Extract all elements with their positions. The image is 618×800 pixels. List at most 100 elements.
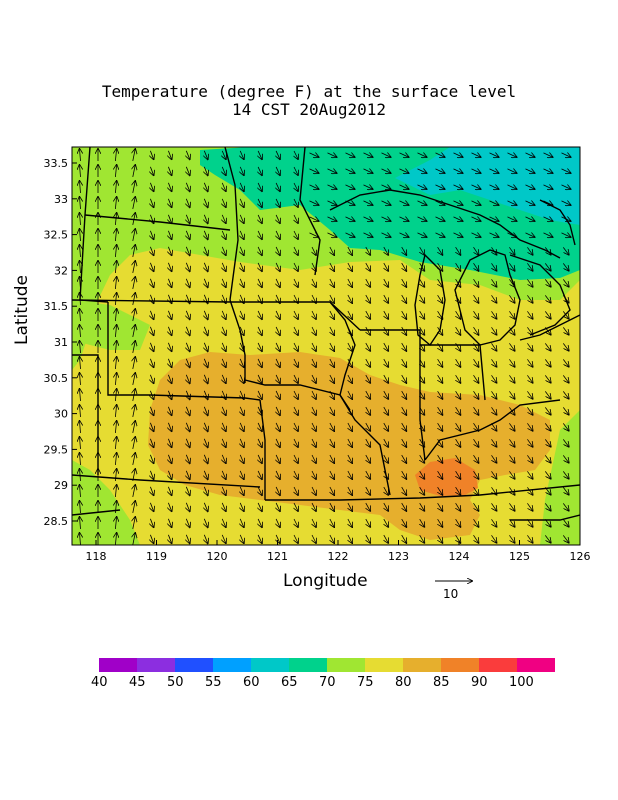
wind-arrow (366, 374, 370, 383)
map-title: Temperature (degree F) at the surface le… (101, 82, 517, 101)
wind-arrow (204, 230, 207, 239)
wind-arrow (384, 246, 388, 255)
wind-arrow (168, 262, 171, 271)
wind-arrow (527, 391, 532, 398)
wind-arrow (562, 407, 568, 414)
wind-arrow (240, 422, 244, 431)
wind-arrow (562, 263, 568, 270)
wind-arrow (491, 407, 497, 414)
wind-arrow (402, 390, 407, 399)
wind-arrow (543, 201, 553, 205)
wind-arrow (473, 358, 479, 367)
wind-arrow (527, 327, 532, 334)
wind-arrow (491, 423, 497, 430)
wind-arrow (456, 326, 461, 335)
wind-arrow (509, 343, 514, 350)
wind-arrow (186, 454, 189, 463)
wind-arrow (402, 534, 407, 543)
wind-arrow (80, 341, 81, 354)
wind-arrow (438, 486, 443, 495)
wind-arrow (417, 185, 427, 189)
wind-arrow (133, 261, 135, 273)
wind-arrow (150, 198, 153, 207)
wind-arrow (453, 169, 463, 173)
wind-arrow (420, 310, 425, 319)
wind-arrow (438, 470, 443, 479)
wind-arrow (345, 217, 355, 221)
wind-arrow (327, 217, 337, 221)
colorbar-label: 70 (319, 675, 336, 690)
wind-arrow (348, 294, 352, 303)
wind-arrow (473, 438, 479, 447)
wind-arrow (384, 326, 388, 335)
wind-arrow (276, 294, 280, 303)
wind-arrow (258, 454, 262, 463)
wind-arrow (438, 358, 443, 367)
wind-arrow (330, 278, 334, 287)
wind-arrow (527, 503, 532, 510)
wind-arrow (438, 518, 443, 527)
wind-arrow (276, 310, 280, 319)
wind-arrow (133, 373, 135, 385)
wind-arrow (240, 278, 244, 287)
wind-arrow (150, 294, 153, 303)
wind-arrow (240, 390, 244, 399)
wind-arrow (222, 518, 226, 527)
wind-arrow (491, 279, 497, 286)
wind-arrow (562, 391, 568, 398)
wind-arrow (115, 261, 116, 274)
wind-arrow (330, 518, 334, 527)
wind-arrow (312, 358, 316, 367)
wind-arrow (294, 246, 298, 255)
wind-arrow (544, 359, 550, 366)
wind-arrow (258, 406, 262, 415)
wind-arrow (240, 534, 244, 543)
wind-arrow (527, 375, 532, 382)
wind-vectors (80, 149, 571, 545)
wind-arrow (473, 470, 479, 479)
wind-arrow (186, 310, 189, 319)
wind-arrow (80, 533, 81, 545)
wind-arrow (150, 422, 153, 431)
wind-arrow (240, 182, 244, 191)
wind-arrow (294, 278, 298, 287)
wind-arrow (240, 230, 244, 239)
wind-arrow (330, 406, 334, 415)
wind-arrow (438, 310, 443, 319)
wind-arrow (204, 198, 207, 207)
wind-arrow (258, 534, 262, 543)
wind-arrow (133, 485, 135, 497)
wind-arrow (384, 518, 388, 527)
wind-arrow (381, 169, 391, 173)
wind-arrow (150, 182, 153, 191)
wind-arrow (186, 486, 189, 495)
wind-arrow (294, 198, 298, 207)
wind-arrow (438, 342, 443, 351)
wind-arrow (80, 405, 81, 418)
wind-arrow (345, 153, 355, 157)
wind-arrow (438, 390, 443, 399)
wind-arrow (115, 293, 116, 306)
wind-arrow (80, 485, 81, 498)
wind-arrow (276, 182, 280, 191)
wind-arrow (456, 374, 461, 383)
y-tick-label: 29 (54, 479, 68, 492)
wind-arrow (473, 486, 479, 495)
wind-arrow (222, 454, 226, 463)
wind-arrow (312, 326, 316, 335)
wind-arrow (330, 534, 334, 543)
colorbar-label: 90 (471, 675, 488, 690)
wind-arrow (543, 185, 553, 189)
x-tick-label: 122 (328, 550, 349, 563)
wind-arrow (348, 310, 352, 319)
wind-arrow (562, 487, 568, 494)
wind-arrow (489, 153, 499, 157)
wind-arrow (562, 279, 568, 286)
wind-arrow (133, 325, 135, 337)
wind-arrow (258, 246, 262, 255)
wind-arrow (543, 233, 553, 237)
wind-arrow (348, 422, 352, 431)
wind-arrow (509, 423, 514, 430)
wind-arrow (330, 422, 334, 431)
wind-arrow (276, 262, 280, 271)
